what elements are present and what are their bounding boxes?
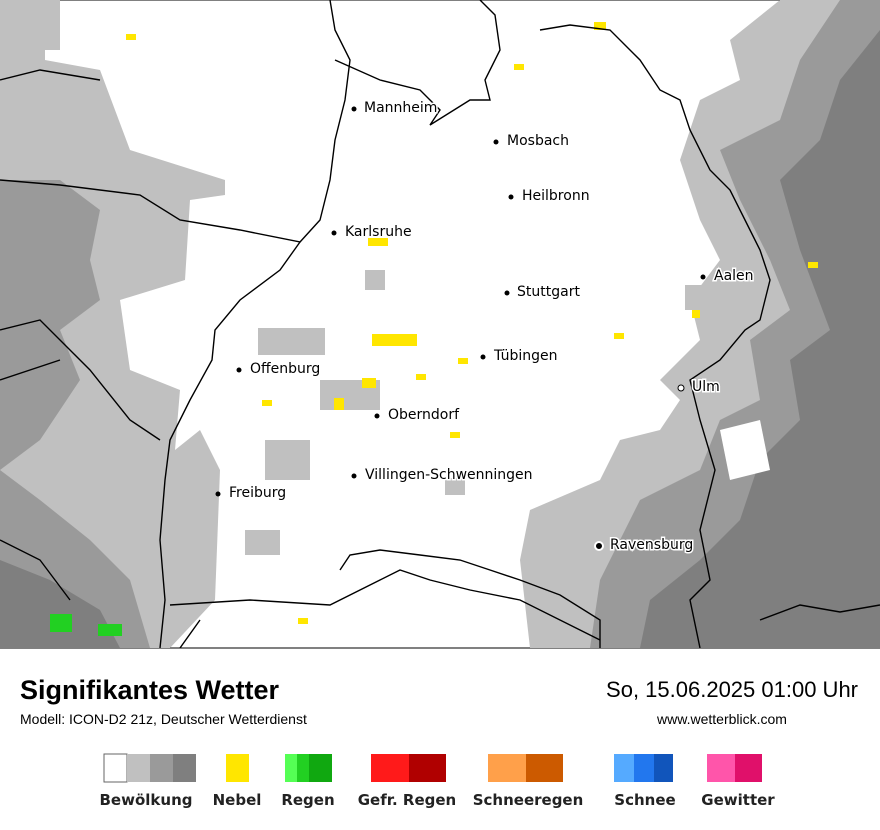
city-dot <box>331 230 337 236</box>
city-dot <box>215 491 221 497</box>
city-dot <box>351 106 357 112</box>
city-label: Stuttgart <box>517 284 580 300</box>
fog <box>126 22 818 624</box>
model: Modell: ICON-D2 21z, Deutscher Wetterdie… <box>20 711 307 727</box>
cities: Mannheim Mosbach Heilbronn Karlsruhe Aal… <box>215 99 755 555</box>
city-dot <box>594 541 604 551</box>
city-label: Villingen-Schwenningen <box>365 467 533 483</box>
city-dot <box>508 194 514 200</box>
city-dot <box>351 473 357 479</box>
date: So, 15.06.2025 01:00 Uhr <box>606 677 858 702</box>
legend-label: Schnee <box>614 791 675 809</box>
city-label: Freiburg <box>229 485 286 501</box>
title: Signifikantes Wetter <box>20 675 280 705</box>
cloud-cover <box>0 0 880 648</box>
city-dot <box>374 413 380 419</box>
city-dot <box>236 367 242 373</box>
city-dot <box>480 354 486 360</box>
city-dot <box>677 384 685 392</box>
city-label: Offenburg <box>250 361 320 377</box>
city-label: Aalen <box>714 268 754 284</box>
city-dot <box>493 139 499 145</box>
legend-label: Nebel <box>213 791 262 809</box>
city-label: Ravensburg <box>610 537 693 553</box>
city-dot <box>504 290 510 296</box>
city-dot <box>700 274 706 280</box>
city-label: Mosbach <box>507 133 569 149</box>
legend-swatches <box>103 753 762 783</box>
city-label: Heilbronn <box>522 188 590 204</box>
legend-label: Gefr. Regen <box>358 791 457 809</box>
borders <box>0 0 880 649</box>
city-label: Ulm <box>692 379 720 395</box>
legend-label: Regen <box>281 791 334 809</box>
city-label: Oberndorf <box>388 407 460 423</box>
city-label: Karlsruhe <box>345 224 412 240</box>
legend-label: Bewölkung <box>100 791 193 809</box>
legend-label: Schneeregen <box>473 791 584 809</box>
legend-label: Gewitter <box>701 791 775 809</box>
city-label: Tübingen <box>493 348 558 364</box>
rain <box>50 614 122 636</box>
city-label: Mannheim <box>364 100 437 116</box>
website: www.wetterblick.com <box>656 711 787 727</box>
